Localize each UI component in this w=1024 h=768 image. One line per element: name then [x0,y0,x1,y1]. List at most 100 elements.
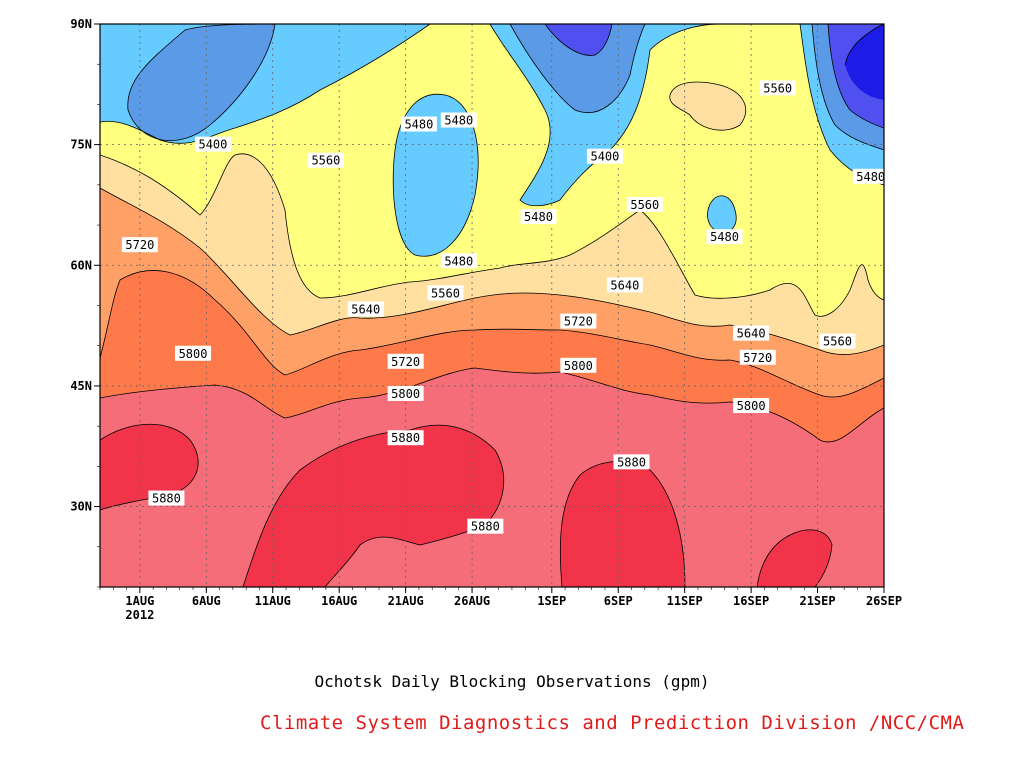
core-gt5960-east [560,461,685,587]
contour-line-5480-blob [707,195,737,234]
contour-label-box [613,454,650,470]
contour-label-text: 5480 [710,230,739,244]
contour-label-text: 5800 [179,347,208,361]
core-gt5960-west [100,424,199,510]
contour-label: 5640 [606,277,643,293]
contour-label: 5560 [759,80,796,96]
contour-label: 5480 [440,112,477,128]
x-year-label: 2012 [125,608,154,622]
contour-label: 5880 [467,518,504,534]
contour-label-text: 5640 [737,327,766,341]
contour-label: 5560 [819,333,856,349]
contour-label-box [307,152,344,168]
x-tick-label: 21SEP [799,594,835,608]
contour-line-5240-east [844,24,884,66]
contour-fills [100,24,884,587]
contour-label-box [739,349,776,365]
contour-label-box [387,430,424,446]
contour-label-box [440,112,477,128]
contour-label-box [706,229,743,245]
x-tick-label: 11AUG [255,594,291,608]
x-tick-label: 26AUG [454,594,490,608]
contour-label: 5720 [121,237,158,253]
contour-label: 5480 [706,229,743,245]
contour-label-box [467,518,504,534]
contour-label-box [560,357,597,373]
contour-label-text: 5560 [431,286,460,300]
x-tick-label: 16SEP [733,594,769,608]
y-tick-label: 90N [70,17,92,31]
x-tick-label: 6SEP [604,594,633,608]
contour-line-5560 [100,153,884,317]
contour-line-5640-patch [669,81,747,131]
y-axis: 30N 45N 60N 75N 90N [70,17,100,588]
contour-label-box [427,285,464,301]
contour-line-5320-east [827,24,884,129]
contour-label-box [733,398,770,414]
contour-label-text: 5720 [125,238,154,252]
contour-label-text: 5480 [444,254,473,268]
contour-label-text: 5640 [610,278,639,292]
contour-label-text: 5880 [152,492,181,506]
core-gt5960-center [243,425,504,587]
contour-label-text: 5800 [737,399,766,413]
contour-label-box [121,237,158,253]
chart-title: Ochotsk Daily Blocking Observations (gpm… [314,672,710,691]
contour-label-box [400,116,437,132]
y-tick-label: 30N [70,500,92,514]
contour-label-text: 5400 [198,138,227,152]
contour-label-text: 5720 [564,315,593,329]
contour-label: 5880 [613,454,650,470]
x-tick-label: 1AUG [125,594,154,608]
band-5320-5400-ne [545,24,612,56]
contour-label: 5560 [626,196,663,212]
contour-label: 5720 [560,313,597,329]
contour-label-text: 5480 [856,170,885,184]
contour-line-5400-east [811,24,884,151]
contour-label-box [148,490,185,506]
x-tick-label: 1SEP [537,594,566,608]
x-tick-label: 21AUG [388,594,424,608]
contour-label-box [733,325,770,341]
contour-label: 5800 [387,385,424,401]
contour-label: 5400 [194,136,231,152]
contour-label-box [194,136,231,152]
contour-label-box [626,196,663,212]
contour-label-text: 5720 [743,351,772,365]
contour-labels: 5400 5480 5400 5560 5560 5480 5480 5560 5480 5480… [121,80,889,534]
contour-label-text: 5560 [823,335,852,349]
x-tick-label: 11SEP [667,594,703,608]
contour-label: 5800 [560,357,597,373]
contour-label: 5880 [148,490,185,506]
contour-label: 5640 [733,325,770,341]
contour-label-text: 5800 [391,387,420,401]
contour-label-box [175,345,212,361]
contour-label-box [347,301,384,317]
x-axis: 1AUG 6AUG 11AUG 16AUG 21AUG 26AUG 1SEP 6SEP 11SE… [99,587,902,622]
x-tick-label: 26SEP [866,594,902,608]
x-tick-label: 6AUG [192,594,221,608]
contour-line-5480-ne [489,24,721,207]
contour-label-text: 5880 [391,431,420,445]
band-lt5320-east [845,24,884,100]
contour-label: 5560 [307,152,344,168]
contour-label-text: 5560 [763,81,792,95]
contour-label: 5800 [733,398,770,414]
contour-label-text: 5880 [471,520,500,534]
contour-line-5480-north [100,24,431,144]
contour-label-box [440,253,477,269]
contour-label-text: 5480 [404,118,433,132]
contour-label-text: 5480 [524,210,553,224]
band-5480-5560-blob [707,195,737,233]
contour-line-5880-west [100,423,199,511]
contour-label-box [520,209,557,225]
contour-label-box [560,313,597,329]
contour-line-5880-se [756,529,833,587]
credit-line: Climate System Diagnostics and Predictio… [260,712,965,734]
contour-label-text: 5560 [311,154,340,168]
core-gt5960-se [757,529,832,587]
contour-line-5400-ne [509,24,646,113]
contour-label: 5480 [852,168,889,184]
contour-line-5320-ne [544,24,613,56]
